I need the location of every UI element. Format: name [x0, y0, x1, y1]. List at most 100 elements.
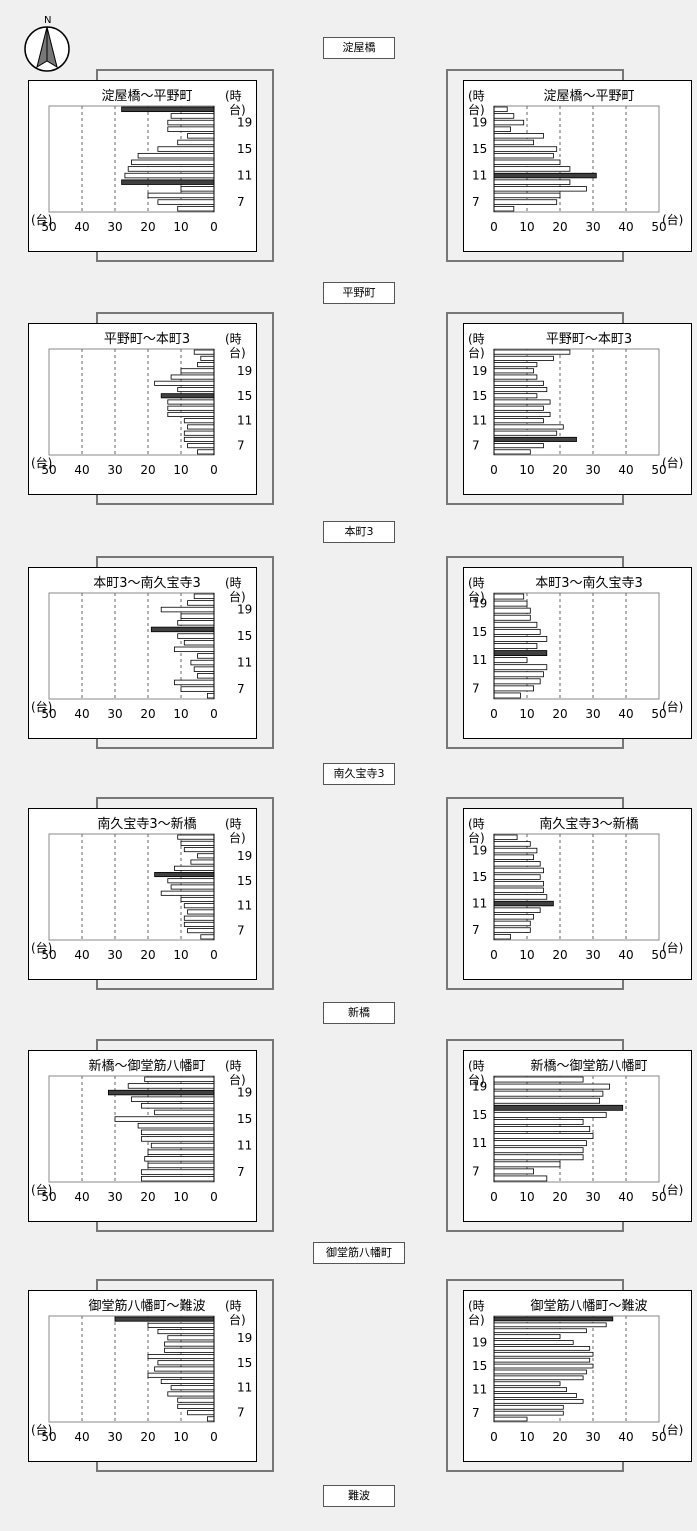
y-axis-label-2: 台) — [229, 589, 246, 604]
y-axis-label: (時 — [468, 1059, 485, 1073]
x-tick-label: 30 — [107, 220, 122, 234]
x-tick-label: 30 — [585, 1190, 600, 1204]
x-tick-label: 0 — [210, 948, 218, 962]
bar-chart: 平野町～本町3 (時台) (台)50 40 30 20 10 0 7 11 15 19 — [31, 332, 252, 477]
bar — [177, 1397, 215, 1403]
bar — [147, 1149, 215, 1155]
bar — [493, 628, 541, 635]
bar — [493, 113, 515, 119]
x-tick-label: 20 — [140, 1190, 155, 1204]
bar — [493, 927, 531, 933]
bar — [167, 1335, 215, 1341]
bar-chart: 淀屋橋～平野町 (時台) (台) 0 10 20 30 40 50 7 11 15 19 — [468, 89, 683, 234]
bar — [180, 186, 215, 192]
bar — [493, 1147, 584, 1154]
bar — [493, 1387, 567, 1392]
bar — [493, 841, 531, 847]
bar — [493, 867, 544, 874]
bar — [183, 639, 215, 646]
x-tick-label: 10 — [173, 948, 188, 962]
x-tick-label: 10 — [519, 463, 534, 477]
bar — [170, 113, 215, 119]
bar — [206, 692, 215, 699]
x-tick-label: 50 — [651, 948, 666, 962]
bar — [157, 1360, 215, 1366]
bar — [493, 834, 518, 841]
bar — [180, 686, 215, 692]
chart-title: 新橋～御堂筋八幡町 — [88, 1058, 205, 1074]
bar-chart: 平野町～本町3 (時台) (台) 0 10 20 30 40 50 7 11 15 19 — [468, 332, 683, 477]
x-tick-label: 40 — [74, 948, 89, 962]
chart-title: 御堂筋八幡町～難波 — [530, 1298, 647, 1314]
y-axis-label: (時 — [468, 332, 485, 346]
x-tick-label: 0 — [210, 1190, 218, 1204]
bar — [493, 362, 538, 368]
y-tick-label: 7 — [237, 195, 245, 209]
chart-title: 南久宝寺3～新橋 — [539, 816, 638, 832]
x-tick-label: 0 — [210, 707, 218, 721]
bar — [493, 186, 587, 192]
bar — [493, 933, 511, 940]
y-axis-label: (時 — [468, 817, 485, 831]
bar — [167, 411, 215, 417]
bar — [183, 418, 215, 424]
bar-peak — [150, 626, 215, 633]
y-tick-label: 11 — [237, 169, 252, 183]
bar — [493, 1410, 564, 1416]
bar — [164, 1341, 215, 1347]
x-axis-label: (台) — [31, 699, 52, 714]
chart-panel-northbound: 平野町～本町3 (時 台) (台) 0 10 20 30 40 50 7 11 15 19 — [463, 323, 692, 495]
y-axis-label: (時 — [468, 1299, 485, 1313]
bar — [183, 430, 215, 436]
chart-panel-southbound: 本町3～南久宝寺3 (時 台) (台) 50 40 30 20 10 0 7 11 15 19 — [28, 567, 257, 739]
x-tick-label: 40 — [74, 463, 89, 477]
bar — [183, 915, 215, 921]
x-tick-label: 30 — [107, 707, 122, 721]
bar — [493, 179, 571, 185]
x-tick-label: 10 — [519, 948, 534, 962]
y-tick-label: 15 — [472, 142, 487, 156]
bar — [493, 1399, 584, 1404]
bar — [493, 1346, 591, 1351]
chart-title: 本町3～南久宝寺3 — [93, 575, 201, 591]
x-tick-label: 0 — [210, 463, 218, 477]
x-tick-label: 0 — [490, 948, 498, 962]
north-compass-icon: N — [24, 15, 70, 72]
bar — [183, 903, 215, 909]
y-tick-label: 7 — [237, 439, 245, 453]
bar-chart: 新橋～御堂筋八幡町 (時台) (台)50 40 30 20 10 0 7 11 15 19 — [31, 1058, 252, 1204]
bar — [167, 399, 215, 405]
bar — [141, 1136, 215, 1142]
bar — [493, 355, 554, 361]
bar-chart: 南久宝寺3～新橋 (時台) (台) 0 10 20 30 40 50 7 11 15 19 — [468, 816, 683, 962]
bar — [493, 139, 534, 146]
bar — [160, 606, 215, 613]
bar — [167, 1391, 215, 1397]
bar — [493, 1168, 534, 1175]
bar — [187, 424, 215, 430]
bar — [493, 621, 538, 628]
x-tick-label: 20 — [140, 1430, 155, 1444]
y-tick-label: 15 — [472, 1359, 487, 1373]
bar — [493, 199, 558, 205]
bar-peak — [160, 393, 215, 399]
bar — [187, 909, 215, 915]
bar — [167, 126, 215, 132]
bar — [493, 1126, 591, 1132]
bar — [493, 664, 548, 671]
y-axis-label-2: 台) — [229, 1312, 246, 1327]
y-tick-label: 15 — [237, 1112, 252, 1126]
y-tick-label: 7 — [237, 1165, 245, 1179]
bar — [493, 1351, 594, 1357]
bar — [157, 1329, 215, 1335]
chart-title: 平野町～本町3 — [104, 332, 190, 347]
station-label: 御堂筋八幡町 — [313, 1242, 405, 1264]
bar — [493, 1404, 564, 1410]
y-tick-label: 19 — [237, 849, 252, 863]
y-axis-label-2: 台) — [468, 589, 485, 604]
bar — [493, 907, 541, 913]
x-tick-label: 50 — [41, 707, 56, 721]
y-tick-label: 7 — [472, 1406, 480, 1420]
chart-panel-southbound: 平野町～本町3 (時 台) (台) 50 40 30 20 10 0 7 11 15 19 — [28, 323, 257, 495]
